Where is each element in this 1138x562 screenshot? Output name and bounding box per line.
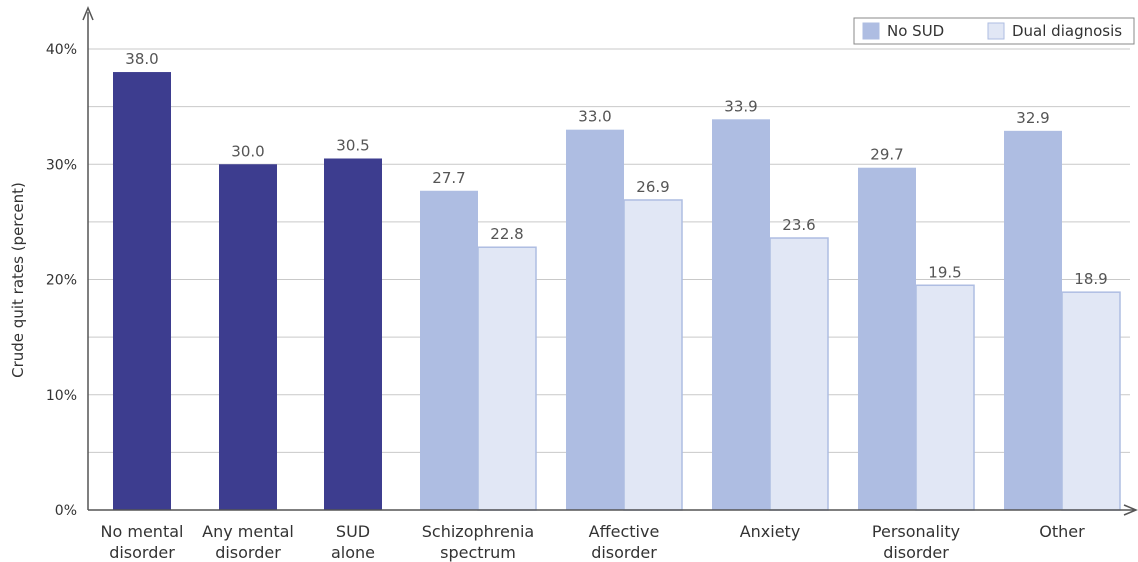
- data-label: 32.9: [1016, 109, 1049, 127]
- data-label: 33.0: [578, 108, 611, 126]
- bars: [113, 72, 1121, 511]
- axes: [82, 6, 1138, 516]
- bar-single: [219, 164, 277, 510]
- bar-no-sud: [712, 119, 770, 511]
- bar-dual: [1061, 291, 1121, 511]
- y-tick-label: 0%: [55, 503, 77, 519]
- legend-swatch: [862, 22, 880, 40]
- y-axis-title: Crude quit rates (percent): [9, 182, 27, 378]
- category-label: disorder: [215, 543, 281, 562]
- category-label: disorder: [883, 543, 949, 562]
- category-label: Other: [1039, 522, 1085, 541]
- category-label: Anxiety: [740, 522, 801, 541]
- y-tick-label: 10%: [46, 388, 77, 404]
- category-label: Any mental: [202, 522, 294, 541]
- data-label: 30.5: [336, 136, 369, 154]
- y-tick-labels: 0% 10% 20% 30% 40%: [46, 42, 77, 519]
- legend-label: No SUD: [887, 22, 944, 40]
- bar-no-sud: [566, 129, 624, 511]
- bar-dual: [769, 237, 829, 511]
- y-tick-label: 20%: [46, 273, 77, 289]
- legend-label: Dual diagnosis: [1012, 22, 1122, 40]
- bar-dual: [477, 246, 537, 511]
- bar-single: [324, 158, 382, 511]
- data-label: 38.0: [125, 50, 158, 68]
- y-axis-arrow-icon: [82, 6, 94, 21]
- y-tick-label: 30%: [46, 157, 77, 173]
- category-label: alone: [331, 543, 375, 562]
- bar-dual: [915, 284, 975, 511]
- category-label: SUD: [336, 522, 370, 541]
- data-label: 30.0: [231, 142, 264, 160]
- bar-no-sud: [420, 190, 478, 510]
- y-tick-label: 40%: [46, 42, 77, 58]
- bar-no-sud: [1004, 130, 1062, 510]
- data-label: 33.9: [724, 97, 757, 115]
- data-label: 22.8: [490, 225, 523, 243]
- legend: No SUD Dual diagnosis: [853, 17, 1135, 45]
- data-label: 27.7: [432, 169, 465, 187]
- category-label: No mental: [101, 522, 184, 541]
- data-label: 29.7: [870, 146, 903, 164]
- legend-swatch: [987, 22, 1005, 40]
- bar-dual: [623, 199, 683, 511]
- category-label: disorder: [591, 543, 657, 562]
- category-label: disorder: [109, 543, 175, 562]
- data-label: 19.5: [928, 263, 961, 281]
- data-label: 26.9: [636, 178, 669, 196]
- category-labels: No mental disorder Any mental disorder SUD al…: [101, 522, 1086, 562]
- data-label: 23.6: [782, 216, 815, 234]
- bar-single: [113, 72, 171, 511]
- bar-no-sud: [858, 167, 916, 510]
- data-label: 18.9: [1074, 270, 1107, 288]
- category-label: spectrum: [440, 543, 516, 562]
- x-axis-arrow-icon: [1123, 504, 1138, 516]
- category-label: Affective: [589, 522, 660, 541]
- category-label: Schizophrenia: [422, 522, 534, 541]
- data-labels: 38.0 30.0 30.5 27.7 22.8 33.0 26.9 33.9 23.6 29.7…: [125, 50, 1107, 288]
- category-label: Personality: [872, 522, 960, 541]
